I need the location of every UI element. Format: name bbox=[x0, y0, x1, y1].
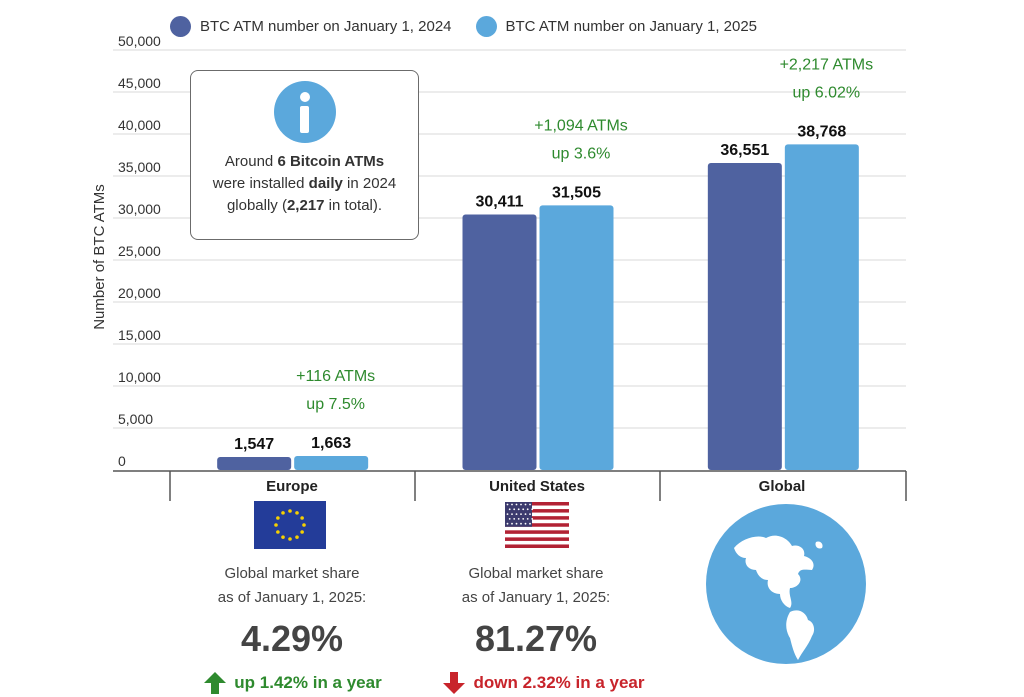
share-block-us: Global market share as of January 1, 202… bbox=[421, 562, 651, 696]
y-tick-label: 50,000 bbox=[118, 33, 161, 49]
share-block-europe: Global market share as of January 1, 202… bbox=[177, 562, 407, 696]
change-annotation-line-1: +2,217 ATMs bbox=[780, 56, 874, 73]
category-label-europe: Europe bbox=[266, 478, 318, 495]
legend: BTC ATM number on January 1, 2024 BTC AT… bbox=[170, 16, 771, 37]
info-line-3: globally (2,217 in total). bbox=[226, 197, 383, 214]
bar-value-label: 36,551 bbox=[720, 142, 769, 159]
legend-swatch-2024 bbox=[170, 16, 191, 37]
change-annotation-line-2: up 7.5% bbox=[306, 396, 365, 413]
y-tick-label: 5,000 bbox=[118, 411, 153, 427]
share-caption-line-2: as of January 1, 2025: bbox=[461, 589, 611, 606]
y-tick-label: 10,000 bbox=[118, 369, 161, 385]
legend-label-2025: BTC ATM number on January 1, 2025 bbox=[505, 18, 758, 35]
y-tick-label: 30,000 bbox=[118, 201, 161, 217]
y-tick-label: 45,000 bbox=[118, 75, 161, 91]
arrow-up-icon bbox=[204, 672, 227, 694]
legend-item-2025: BTC ATM number on January 1, 2025 bbox=[475, 16, 758, 37]
bar-value-label: 30,411 bbox=[475, 194, 523, 211]
bar-2024-1 bbox=[462, 214, 537, 470]
info-line-1: Around 6 Bitcoin ATMs bbox=[224, 153, 385, 170]
share-caption-line-2: as of January 1, 2025: bbox=[217, 589, 367, 606]
bar-value-label: 31,505 bbox=[552, 184, 601, 201]
info-line-2: were installed daily in 2024 bbox=[212, 175, 397, 192]
bar-value-label: 1,663 bbox=[311, 435, 351, 452]
share-value-us: 81.27% bbox=[474, 618, 598, 659]
bar-2025-0 bbox=[294, 456, 369, 470]
bar-value-label: 1,547 bbox=[234, 436, 274, 453]
legend-label-2024: BTC ATM number on January 1, 2024 bbox=[200, 18, 452, 35]
share-change-europe: up 1.42% in a year bbox=[177, 670, 407, 696]
us-flag-icon bbox=[505, 502, 569, 548]
y-tick-label: 15,000 bbox=[118, 327, 161, 343]
change-annotation-line-2: up 3.6% bbox=[552, 145, 611, 162]
change-annotation-line-1: +116 ATMs bbox=[296, 368, 375, 385]
share-value-europe: 4.29% bbox=[240, 618, 344, 659]
globe-icon bbox=[706, 504, 866, 664]
legend-swatch-2025 bbox=[475, 16, 497, 37]
info-icon bbox=[273, 81, 336, 143]
change-annotation-line-2: up 6.02% bbox=[793, 84, 861, 101]
bar-2025-1 bbox=[539, 205, 614, 470]
y-tick-label: 40,000 bbox=[118, 117, 161, 133]
y-tick-label: 20,000 bbox=[118, 285, 161, 301]
share-change-us: down 2.32% in a year bbox=[435, 670, 651, 696]
change-annotation-line-1: +1,094 ATMs bbox=[534, 117, 628, 134]
category-label-united-states: United States bbox=[489, 478, 585, 495]
y-tick-label: 35,000 bbox=[118, 159, 161, 175]
share-caption-line-1: Global market share bbox=[468, 565, 604, 582]
arrow-down-icon bbox=[443, 672, 466, 694]
bar-2024-2 bbox=[707, 162, 782, 470]
y-tick-label: 25,000 bbox=[118, 243, 161, 259]
legend-item-2024: BTC ATM number on January 1, 2024 bbox=[170, 16, 452, 37]
category-label-global: Global bbox=[758, 478, 806, 495]
share-caption-line-1: Global market share bbox=[224, 565, 360, 582]
bar-2024-0 bbox=[217, 457, 292, 470]
info-box: Around 6 Bitcoin ATMs were installed dai… bbox=[190, 70, 419, 240]
y-tick-label: 0 bbox=[118, 453, 126, 469]
bar-2025-2 bbox=[784, 144, 859, 470]
eu-flag-icon bbox=[254, 501, 326, 549]
y-axis-title: Number of BTC ATMs bbox=[91, 184, 108, 330]
bar-value-label: 38,768 bbox=[797, 123, 846, 140]
